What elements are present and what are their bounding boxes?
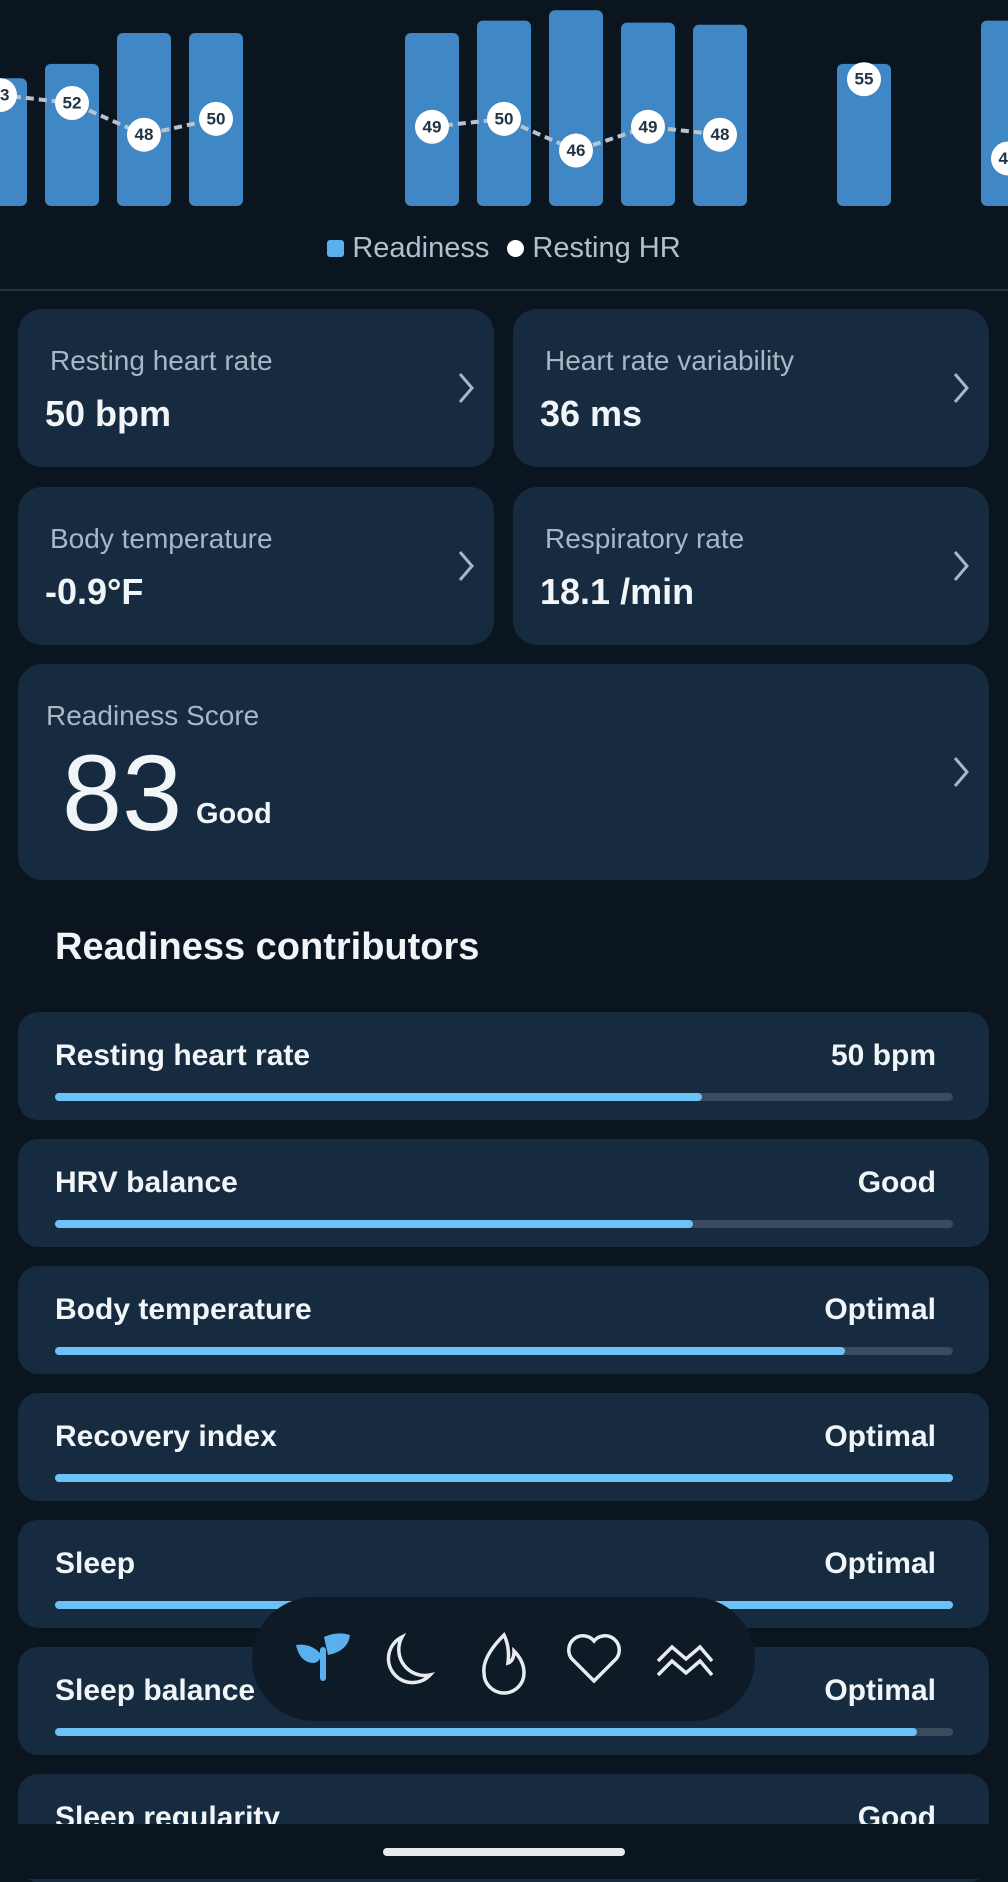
progress-bar bbox=[55, 1220, 693, 1228]
metric-value: 36 ms bbox=[540, 393, 643, 434]
contributor-name: Recovery index bbox=[55, 1420, 277, 1453]
resting-hr-dot bbox=[991, 141, 1008, 176]
chevron bbox=[458, 373, 474, 403]
legend-item: Resting HR bbox=[507, 232, 681, 265]
resting-hr-label: 50 bbox=[495, 109, 514, 128]
contributor-row[interactable]: Recovery index Optimal bbox=[18, 1393, 989, 1501]
readiness-bar bbox=[837, 63, 891, 206]
chevron bbox=[458, 551, 474, 581]
progress-bar bbox=[55, 1728, 918, 1736]
metric-card[interactable]: Resting heart rate 50 bpm bbox=[18, 309, 494, 467]
legend-label: Readiness bbox=[352, 232, 490, 264]
chevron bbox=[953, 551, 969, 581]
contributor-row[interactable]: HRV balance Good bbox=[18, 1139, 989, 1247]
progress-track bbox=[55, 1093, 953, 1101]
nav-stress[interactable] bbox=[656, 1644, 714, 1677]
contributor-name: HRV balance bbox=[55, 1166, 238, 1199]
readiness-bar bbox=[45, 63, 99, 206]
legend-label: Resting HR bbox=[532, 232, 681, 264]
metric-value: 18.1 /min bbox=[540, 571, 695, 612]
home-indicator bbox=[383, 1848, 625, 1856]
chevron bbox=[953, 373, 969, 403]
contributor-row[interactable]: Resting heart rate 50 bpm bbox=[18, 1012, 989, 1120]
progress-track bbox=[55, 1220, 953, 1228]
resting-hr-label: 53 bbox=[0, 86, 9, 105]
metric-label: Heart rate variability bbox=[545, 345, 794, 376]
resting-hr-label: 46 bbox=[567, 141, 586, 160]
resting-hr-label: 52 bbox=[63, 93, 82, 112]
legend: Readiness Resting HR bbox=[0, 232, 1008, 265]
contributor-value: Good bbox=[857, 1166, 936, 1199]
resting-hr-dot bbox=[559, 133, 593, 168]
progress-bar bbox=[55, 1093, 702, 1101]
contributor-value: Optimal bbox=[824, 1674, 936, 1707]
progress-track bbox=[55, 1474, 953, 1482]
progress-track bbox=[55, 1728, 953, 1736]
metric-value: 50 bpm bbox=[45, 393, 172, 434]
readiness-score-card[interactable]: Readiness Score 83 Good bbox=[18, 664, 989, 880]
bottom-nav bbox=[252, 1597, 755, 1721]
resting-hr-dot bbox=[0, 78, 17, 113]
contributor-value: 50 bpm bbox=[830, 1039, 936, 1072]
nav-sleep[interactable] bbox=[386, 1633, 436, 1685]
resting-hr-dot bbox=[55, 86, 89, 120]
metric-card[interactable]: Respiratory rate 18.1 /min bbox=[513, 487, 989, 645]
metric-label: Respiratory rate bbox=[545, 523, 745, 554]
score-label: Readiness Score bbox=[46, 700, 260, 731]
readiness-bar bbox=[693, 24, 747, 206]
resting-hr-dot bbox=[199, 101, 233, 136]
resting-hr-dot bbox=[487, 101, 521, 136]
nav-icons bbox=[296, 1632, 714, 1695]
contributor-value: Optimal bbox=[824, 1547, 936, 1580]
resting-hr-dot bbox=[703, 117, 737, 152]
contributor-value: Optimal bbox=[824, 1420, 936, 1453]
progress-bar bbox=[55, 1347, 846, 1355]
contributor-name: Sleep balance bbox=[55, 1674, 256, 1707]
resting-hr-label: 48 bbox=[711, 125, 730, 144]
contributor-name: Sleep bbox=[55, 1547, 136, 1580]
resting-hr-dot bbox=[415, 109, 449, 144]
resting-hr-dot bbox=[631, 109, 665, 144]
score-value: 83 bbox=[62, 732, 183, 853]
chevron bbox=[953, 757, 969, 787]
nav-heart[interactable] bbox=[567, 1634, 621, 1684]
nav-activity[interactable] bbox=[482, 1632, 526, 1695]
contributor-row[interactable]: Body temperature Optimal bbox=[18, 1266, 989, 1374]
divider bbox=[0, 289, 1008, 291]
metric-value: -0.9°F bbox=[45, 571, 144, 612]
score-rating: Good bbox=[196, 798, 272, 830]
contributor-name: Body temperature bbox=[55, 1293, 312, 1326]
legend-item: Readiness bbox=[327, 232, 489, 265]
progress-bar bbox=[55, 1474, 953, 1482]
readiness-bar bbox=[981, 20, 1008, 206]
resting-hr-dot bbox=[127, 117, 161, 152]
metric-card[interactable]: Body temperature -0.9°F bbox=[18, 487, 494, 645]
contributor-name: Resting heart rate bbox=[55, 1039, 311, 1072]
metric-card[interactable]: Heart rate variability 36 ms bbox=[513, 309, 989, 467]
section-title: Readiness contributors bbox=[55, 926, 480, 968]
resting-hr-label: 45 bbox=[999, 149, 1008, 168]
resting-hr-label: 49 bbox=[423, 117, 442, 136]
resting-hr-label: 55 bbox=[855, 70, 874, 89]
system-bar bbox=[0, 1824, 1008, 1879]
trend-chart: 53 52 48 50 49 50 46 49 48 55 45 bbox=[0, 10, 1008, 207]
resting-hr-label: 50 bbox=[207, 109, 226, 128]
metric-label: Resting heart rate bbox=[50, 345, 273, 376]
contributor-value: Optimal bbox=[824, 1293, 936, 1326]
metric-label: Body temperature bbox=[50, 523, 273, 554]
nav-readiness[interactable] bbox=[296, 1633, 350, 1681]
resting-hr-dot bbox=[847, 62, 881, 97]
readiness-bar bbox=[549, 10, 603, 206]
progress-track bbox=[55, 1347, 953, 1355]
resting-hr-label: 49 bbox=[639, 117, 658, 136]
resting-hr-label: 48 bbox=[135, 125, 154, 144]
